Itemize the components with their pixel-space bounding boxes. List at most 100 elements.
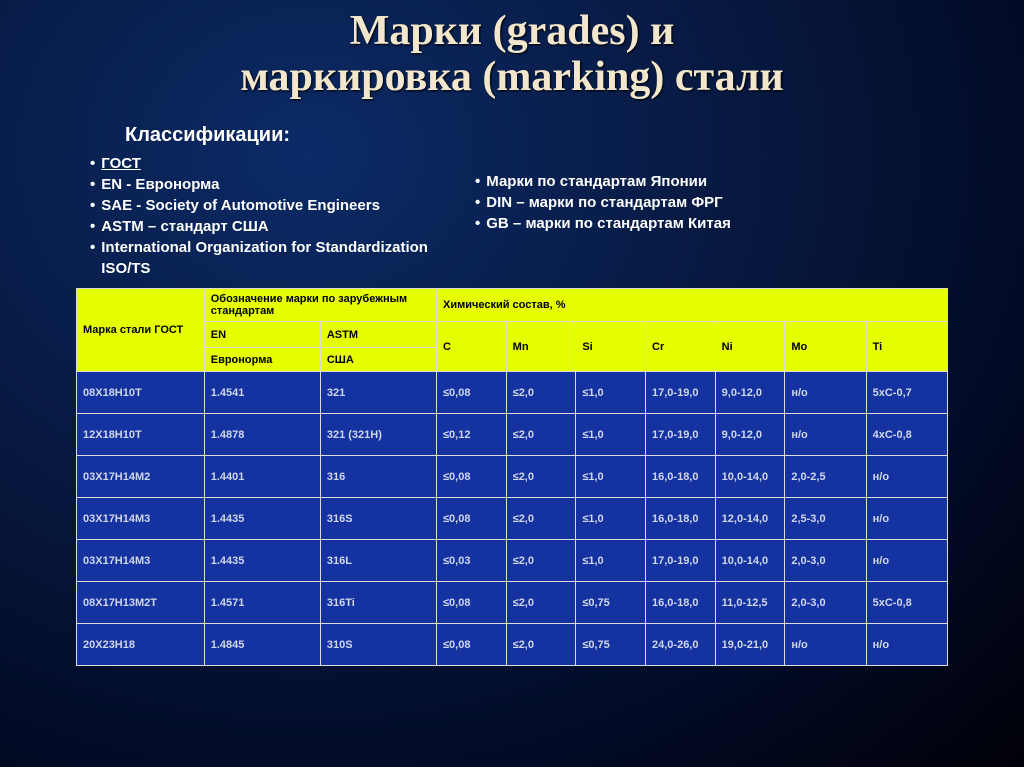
cell-mo: н/о — [785, 414, 866, 456]
cell-ti: н/о — [866, 498, 947, 540]
cell-cr: 17,0-19,0 — [646, 414, 716, 456]
cell-mo: 2,0-2,5 — [785, 456, 866, 498]
th-cr: Cr — [646, 322, 716, 372]
table-body: 08Х18Н10Т1.4541321≤0,08≤2,0≤1,017,0-19,0… — [77, 372, 948, 666]
classification-columns: •ГОСТ•EN - Евронорма•SAE - Society of Au… — [0, 153, 1024, 279]
cell-mo: н/о — [785, 372, 866, 414]
bullet-dot-icon: • — [90, 195, 95, 216]
table-row: 20Х23Н181.4845310S≤0,08≤2,0≤0,7524,0-26,… — [77, 624, 948, 666]
cell-mo: 2,5-3,0 — [785, 498, 866, 540]
cell-ni: 9,0-12,0 — [715, 414, 785, 456]
cell-mn: ≤2,0 — [506, 540, 576, 582]
steel-grades-table-wrap: Марка стали ГОСТ Обозначение марки по за… — [76, 288, 948, 666]
bullet-item: • GB – марки по стандартам Китая — [475, 213, 875, 234]
cell-en: 1.4541 — [204, 372, 320, 414]
title-line2: маркировка (marking) стали — [240, 54, 784, 100]
cell-si: ≤1,0 — [576, 540, 646, 582]
right-bullet-list: •Марки по стандартам Японии•DIN – марки … — [475, 171, 875, 279]
cell-mn: ≤2,0 — [506, 414, 576, 456]
th-astm: ASTM — [320, 322, 436, 348]
left-bullet-list: •ГОСТ•EN - Евронорма•SAE - Society of Au… — [90, 153, 465, 279]
cell-ni: 10,0-14,0 — [715, 540, 785, 582]
cell-si: ≤1,0 — [576, 498, 646, 540]
cell-c: ≤0,08 — [436, 582, 506, 624]
bullet-dot-icon: • — [90, 153, 95, 174]
table-row: 12Х18Н10Т1.4878321 (321H)≤0,12≤2,0≤1,017… — [77, 414, 948, 456]
bullet-text: DIN – марки по стандартам ФРГ — [486, 192, 722, 213]
cell-mo: 2,0-3,0 — [785, 582, 866, 624]
th-ti: Ti — [866, 322, 947, 372]
th-mn: Mn — [506, 322, 576, 372]
cell-gost: 03Х17Н14М2 — [77, 456, 205, 498]
bullet-item: • EN - Евронорма — [90, 174, 465, 195]
cell-gost: 20Х23Н18 — [77, 624, 205, 666]
bullet-text: EN - Евронорма — [101, 174, 219, 195]
cell-si: ≤1,0 — [576, 414, 646, 456]
bullet-dot-icon: • — [90, 237, 95, 279]
cell-en: 1.4435 — [204, 498, 320, 540]
cell-si: ≤0,75 — [576, 624, 646, 666]
cell-mn: ≤2,0 — [506, 372, 576, 414]
cell-en: 1.4845 — [204, 624, 320, 666]
cell-ti: н/о — [866, 456, 947, 498]
bullet-text: SAE - Society of Automotive Engineers — [101, 195, 380, 216]
cell-gost: 03Х17Н14М3 — [77, 498, 205, 540]
th-en-sub: Евронорма — [204, 348, 320, 372]
cell-si: ≤1,0 — [576, 456, 646, 498]
cell-ti: 5xC-0,7 — [866, 372, 947, 414]
cell-cr: 24,0-26,0 — [646, 624, 716, 666]
cell-en: 1.4571 — [204, 582, 320, 624]
cell-ti: 4xC-0,8 — [866, 414, 947, 456]
table-row: 03Х17Н14М31.4435316L≤0,03≤2,0≤1,017,0-19… — [77, 540, 948, 582]
cell-mn: ≤2,0 — [506, 498, 576, 540]
bullet-text: Марки по стандартам Японии — [486, 171, 707, 192]
th-si: Si — [576, 322, 646, 372]
bullet-dot-icon: • — [475, 213, 480, 234]
cell-gost: 03Х17Н14М3 — [77, 540, 205, 582]
th-ni: Ni — [715, 322, 785, 372]
cell-gost: 12Х18Н10Т — [77, 414, 205, 456]
cell-cr: 17,0-19,0 — [646, 372, 716, 414]
cell-c: ≤0,03 — [436, 540, 506, 582]
bullet-dot-icon: • — [90, 174, 95, 195]
cell-en: 1.4435 — [204, 540, 320, 582]
cell-si: ≤1,0 — [576, 372, 646, 414]
cell-gost: 08Х18Н10Т — [77, 372, 205, 414]
cell-cr: 16,0-18,0 — [646, 498, 716, 540]
cell-en: 1.4401 — [204, 456, 320, 498]
cell-mn: ≤2,0 — [506, 456, 576, 498]
cell-mo: н/о — [785, 624, 866, 666]
cell-ni: 9,0-12,0 — [715, 372, 785, 414]
cell-ni: 10,0-14,0 — [715, 456, 785, 498]
cell-astm: 316Ti — [320, 582, 436, 624]
subtitle: Классификации: — [125, 124, 1024, 147]
th-astm-sub: США — [320, 348, 436, 372]
bullet-text: ASTM – стандарт США — [101, 216, 268, 237]
bullet-item: •DIN – марки по стандартам ФРГ — [475, 192, 875, 213]
cell-astm: 316S — [320, 498, 436, 540]
cell-astm: 316L — [320, 540, 436, 582]
cell-astm: 316 — [320, 456, 436, 498]
cell-cr: 17,0-19,0 — [646, 540, 716, 582]
cell-astm: 310S — [320, 624, 436, 666]
steel-grades-table: Марка стали ГОСТ Обозначение марки по за… — [76, 288, 948, 666]
cell-ti: н/о — [866, 540, 947, 582]
bullet-text: International Organization for Standardi… — [101, 237, 465, 279]
cell-gost: 08Х17Н13М2Т — [77, 582, 205, 624]
bullet-dot-icon: • — [90, 216, 95, 237]
cell-c: ≤0,12 — [436, 414, 506, 456]
cell-si: ≤0,75 — [576, 582, 646, 624]
cell-c: ≤0,08 — [436, 498, 506, 540]
th-chem: Химический состав, % — [436, 289, 947, 322]
bullet-dot-icon: • — [475, 171, 480, 192]
cell-cr: 16,0-18,0 — [646, 456, 716, 498]
bullet-text: GB – марки по стандартам Китая — [486, 213, 731, 234]
th-en: EN — [204, 322, 320, 348]
slide-title: Марки (grades) и маркировка (marking) ст… — [0, 0, 1024, 100]
cell-astm: 321 — [320, 372, 436, 414]
cell-ti: н/о — [866, 624, 947, 666]
cell-ni: 11,0-12,5 — [715, 582, 785, 624]
cell-ni: 19,0-21,0 — [715, 624, 785, 666]
cell-ni: 12,0-14,0 — [715, 498, 785, 540]
cell-cr: 16,0-18,0 — [646, 582, 716, 624]
